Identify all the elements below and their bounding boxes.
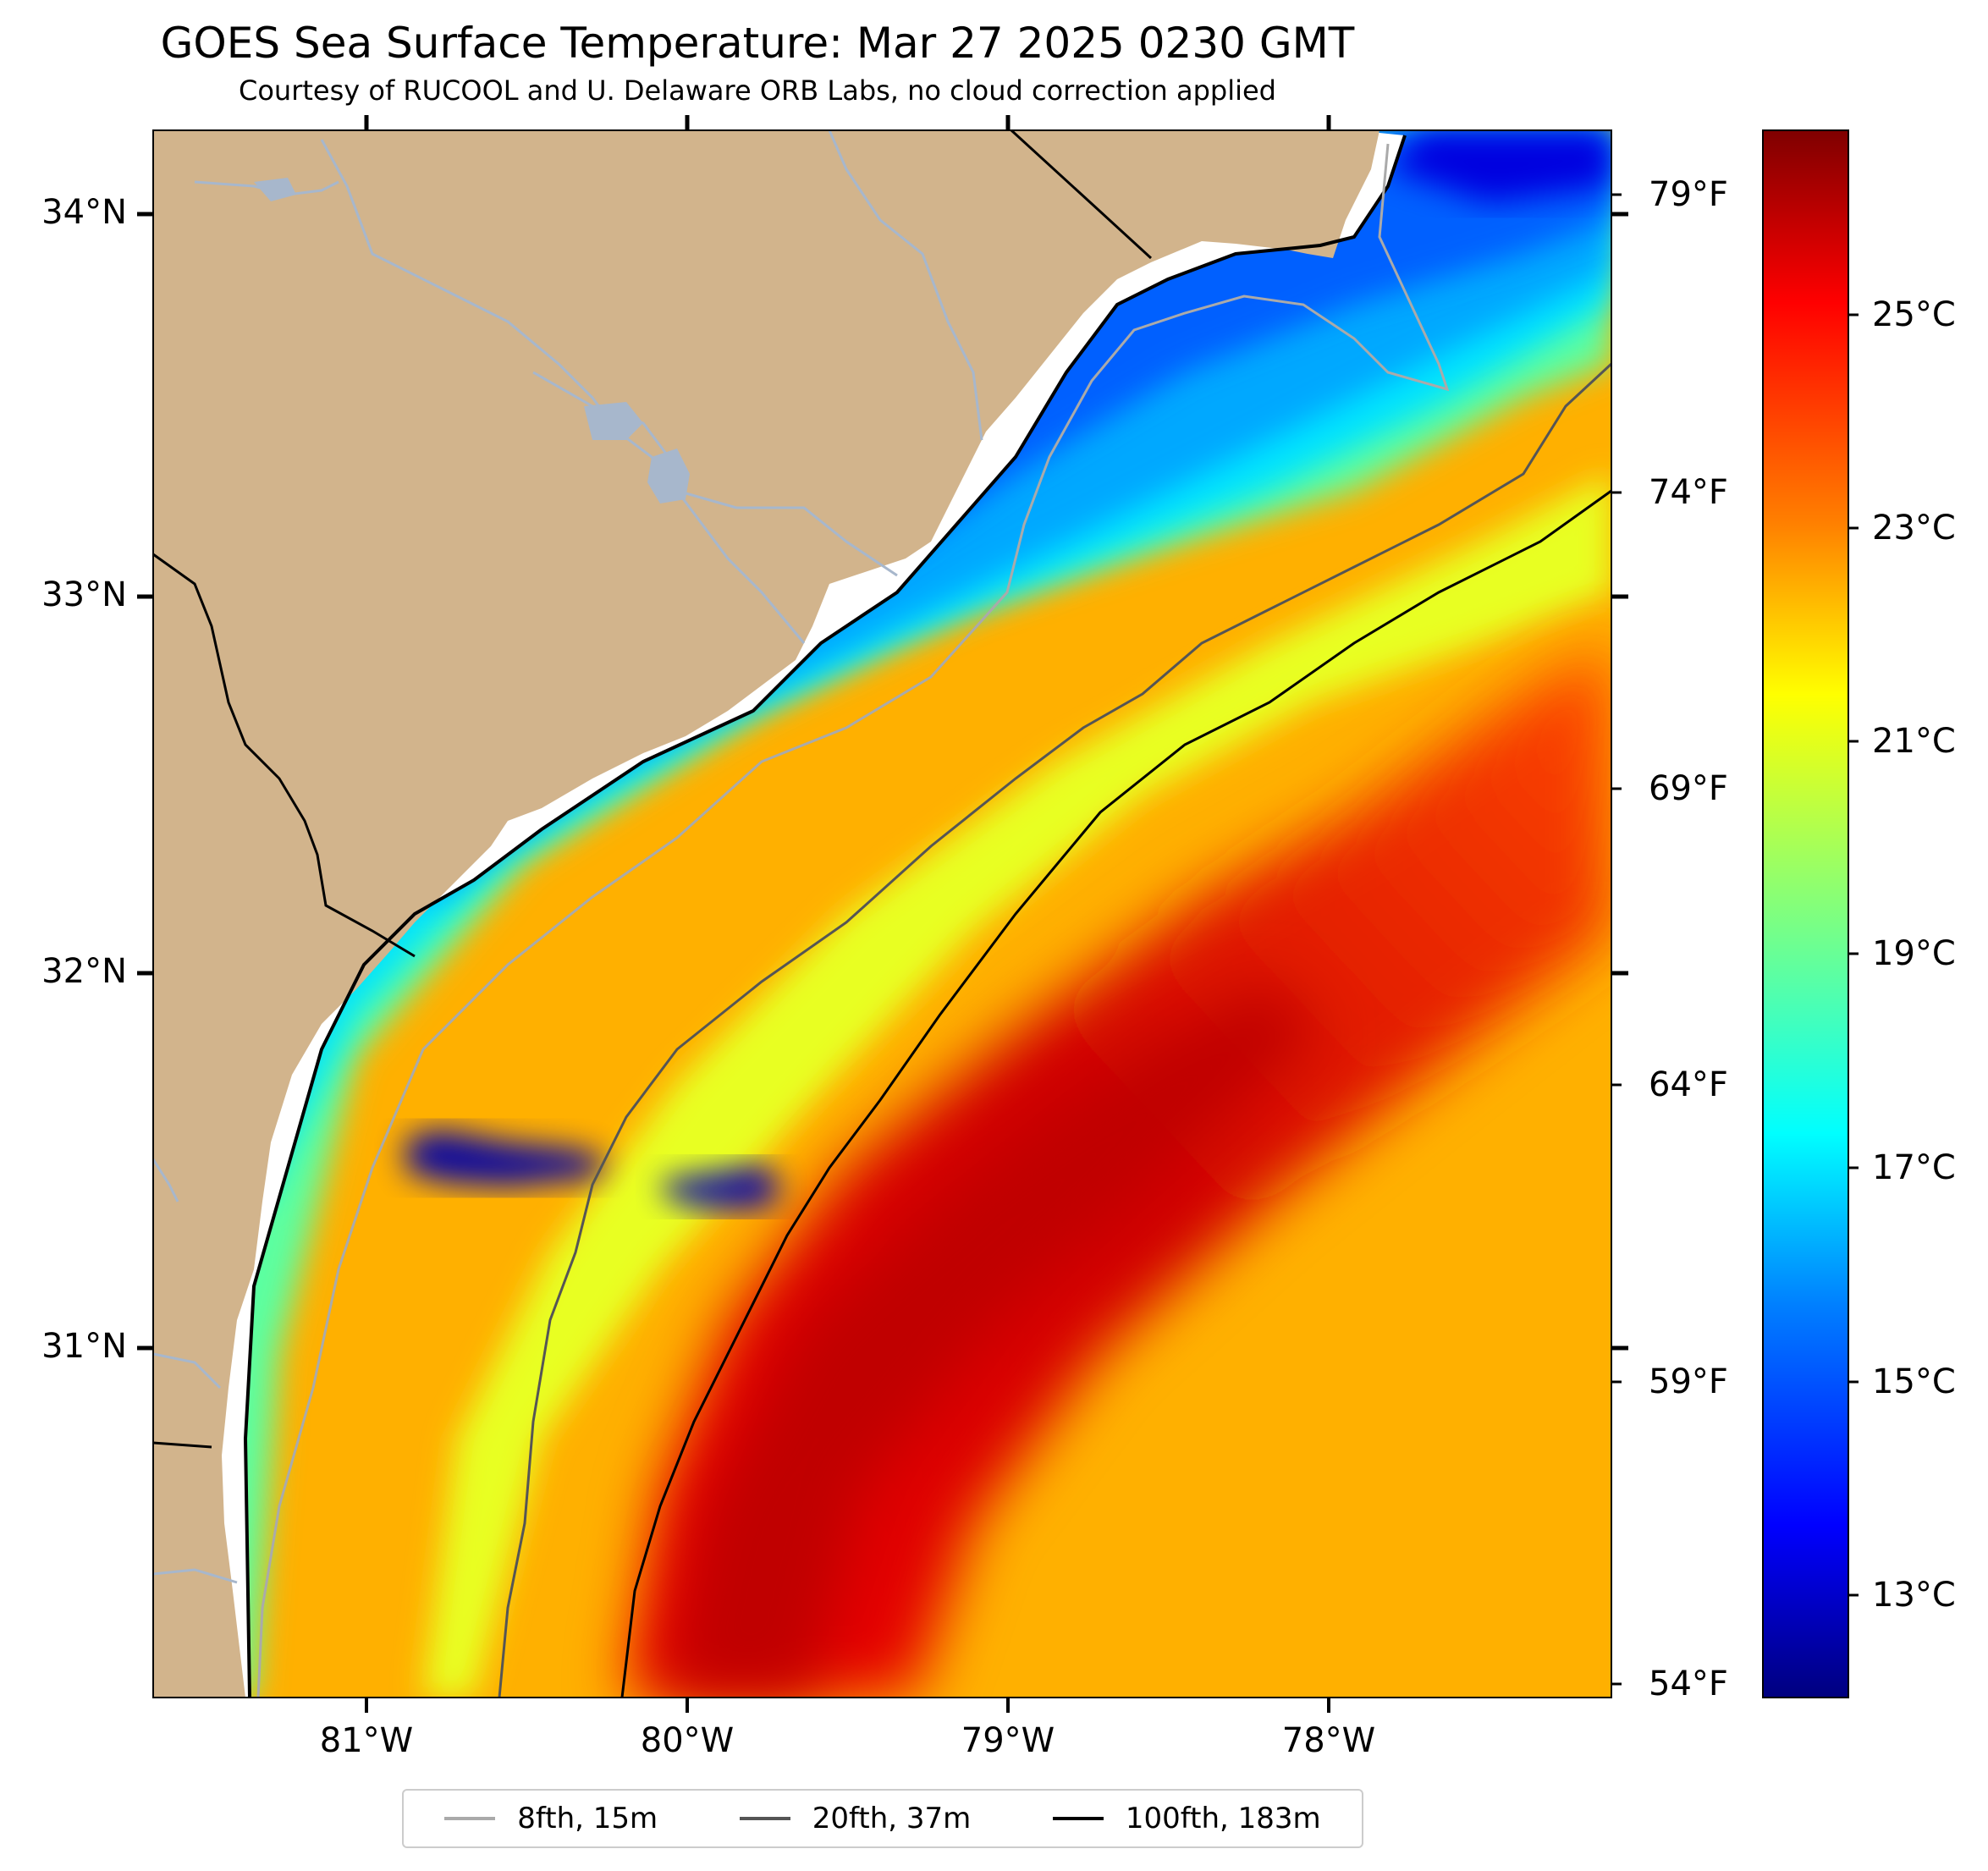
sst-gulf-stream-core bbox=[660, 982, 1320, 1698]
cb-label-21c: 21°C bbox=[1872, 722, 1956, 761]
isobath-100fth bbox=[620, 489, 1611, 1698]
map-frame bbox=[152, 129, 1612, 1698]
lat-label-33n: 33°N bbox=[41, 575, 127, 614]
sst-cold-patch-1 bbox=[406, 1130, 609, 1186]
cb-label-25c: 25°C bbox=[1872, 295, 1956, 334]
isobath-8fth bbox=[256, 143, 1450, 1698]
lat-label-32n: 32°N bbox=[41, 952, 127, 991]
legend-swatch-100fth bbox=[1052, 1817, 1104, 1820]
map-title: GOES Sea Surface Temperature: Mar 27 202… bbox=[160, 19, 1355, 68]
sst-cold-core bbox=[1388, 130, 1611, 203]
lat-label-34n: 34°N bbox=[41, 193, 127, 232]
map-subtitle: Courtesy of RUCOOL and U. Delaware ORB L… bbox=[239, 74, 1276, 107]
isobath-20fth bbox=[498, 362, 1611, 1698]
colorbar bbox=[1762, 129, 1849, 1698]
f-label-74: 74°F bbox=[1649, 473, 1728, 512]
legend-item-20fth: 20fth, 37m bbox=[739, 1802, 972, 1835]
land-mass bbox=[153, 130, 1379, 1698]
lake-murray bbox=[254, 178, 296, 201]
legend-label-8fth: 8fth, 15m bbox=[517, 1802, 658, 1835]
sst-field bbox=[153, 130, 1611, 1698]
legend-swatch-20fth bbox=[739, 1817, 790, 1820]
cb-label-17c: 17°C bbox=[1872, 1148, 1956, 1187]
cb-label-13c: 13°C bbox=[1872, 1576, 1956, 1615]
f-label-64: 64°F bbox=[1649, 1065, 1728, 1104]
f-label-69: 69°F bbox=[1649, 769, 1728, 808]
colorbar-ticks bbox=[1848, 313, 1859, 1597]
lon-label-81w: 81°W bbox=[319, 1721, 414, 1760]
cb-label-19c: 19°C bbox=[1872, 934, 1956, 973]
legend-label-100fth: 100fth, 183m bbox=[1125, 1802, 1321, 1835]
cb-label-23c: 23°C bbox=[1872, 509, 1956, 548]
isobath-legend: 8fth, 15m 20fth, 37m 100fth, 183m bbox=[402, 1789, 1363, 1848]
lon-label-78w: 78°W bbox=[1281, 1721, 1376, 1760]
f-label-59: 59°F bbox=[1649, 1362, 1728, 1401]
legend-item-100fth: 100fth, 183m bbox=[1052, 1802, 1321, 1835]
lon-ticks bbox=[364, 115, 1331, 1713]
f-label-54: 54°F bbox=[1649, 1665, 1728, 1703]
lake-moultrie bbox=[647, 448, 690, 504]
lat-label-31n: 31°N bbox=[41, 1327, 127, 1366]
lon-label-80w: 80°W bbox=[640, 1721, 735, 1760]
legend-item-8fth: 8fth, 15m bbox=[444, 1802, 658, 1835]
sst-front-yellow bbox=[423, 474, 1611, 1698]
lake-marion bbox=[584, 402, 643, 440]
legend-swatch-8fth bbox=[444, 1817, 496, 1820]
legend-label-20fth: 20fth, 37m bbox=[812, 1802, 972, 1835]
lat-ticks bbox=[137, 212, 1628, 1351]
sst-cold-patch-2 bbox=[660, 1164, 783, 1210]
coastline bbox=[243, 135, 1407, 1698]
cb-label-15c: 15°C bbox=[1872, 1362, 1956, 1401]
f-label-79: 79°F bbox=[1649, 175, 1728, 214]
lon-label-79w: 79°W bbox=[961, 1721, 1055, 1760]
state-borders bbox=[153, 130, 1153, 1449]
fahrenheit-ticks bbox=[1611, 193, 1622, 1686]
